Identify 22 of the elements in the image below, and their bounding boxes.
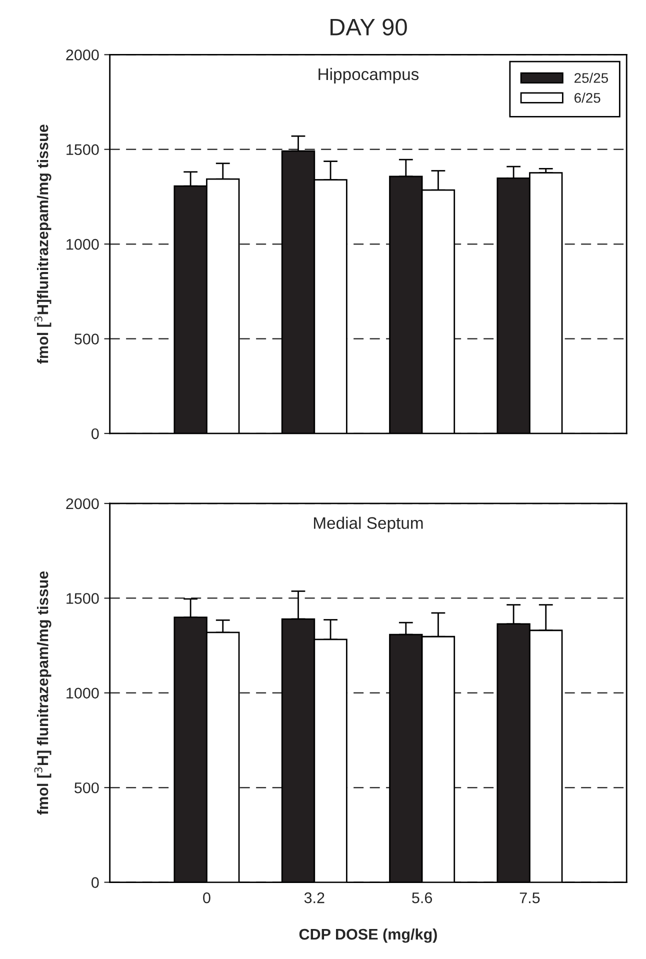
chart-title: DAY 90 bbox=[330, 18, 407, 36]
y-tick-label: 2000 bbox=[66, 50, 99, 60]
y-tick-label: 1500 bbox=[66, 593, 99, 604]
x-tick-label: 3.2 bbox=[304, 892, 324, 904]
y-tick-label: 0 bbox=[92, 428, 99, 440]
y-axis-title: fmol [$^{3}$H]flunitrazepam/mg tissue bbox=[34, 124, 52, 364]
y-tick-label: 500 bbox=[74, 334, 99, 344]
y-axis-title: fmol [$^{3}$H] flunitrazepam/mg tissue bbox=[34, 571, 52, 815]
y-tick-label: 1000 bbox=[66, 238, 99, 250]
x-tick-label: 0 bbox=[203, 892, 210, 904]
y-tick-label: 500 bbox=[74, 782, 99, 794]
annotation: Hippocampus bbox=[318, 68, 419, 84]
y-tick-label: 0 bbox=[92, 877, 99, 888]
legend-label: 6/25 bbox=[574, 92, 600, 103]
x-tick-label: 5.6 bbox=[412, 892, 432, 904]
x-axis-title: CDP DOSE (mg/kg) bbox=[299, 928, 437, 943]
y-tick-label: 2000 bbox=[66, 498, 99, 510]
x-tick-label: 7.5 bbox=[520, 892, 540, 904]
y-tick-label: 1000 bbox=[66, 688, 99, 699]
y-tick-label: 1500 bbox=[66, 144, 99, 156]
annotation: Medial Septum bbox=[314, 516, 423, 532]
legend-label: 25/25 bbox=[574, 72, 608, 83]
